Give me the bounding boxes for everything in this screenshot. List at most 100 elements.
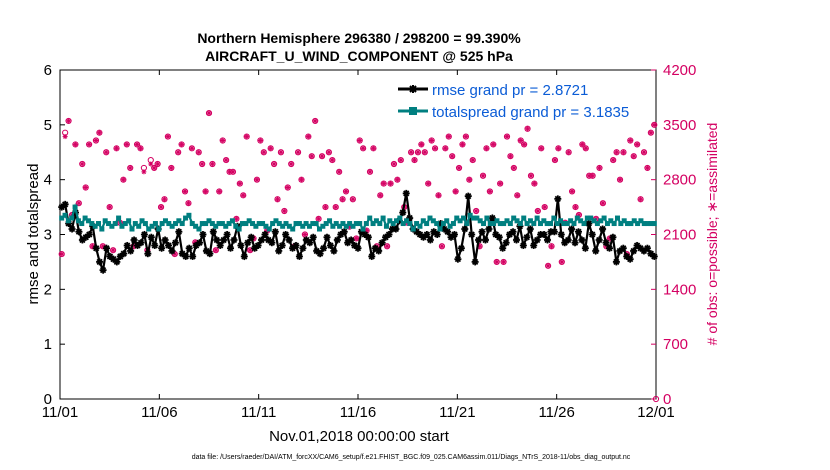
obs-possible-point (545, 262, 552, 269)
obs-possible-point (435, 192, 442, 199)
totalspread-point (507, 221, 513, 227)
rmse-point (103, 244, 111, 252)
rmse-point (568, 225, 576, 233)
totalspread-point (608, 218, 614, 224)
obs-possible-point (236, 180, 243, 187)
totalspread-point (149, 223, 155, 229)
totalspread-point (290, 226, 296, 232)
rmse-point (619, 244, 627, 252)
totalspread-point (581, 221, 587, 227)
totalspread-point (166, 221, 172, 227)
obs-assimilated-point (442, 145, 448, 151)
rmse-point (347, 236, 355, 244)
rmse-point (564, 236, 572, 244)
totalspread-point (424, 221, 430, 227)
right-y-tick-label: 3500 (663, 117, 696, 134)
totalspread-point (129, 226, 135, 232)
rmse-point (481, 236, 489, 244)
rmse-point (292, 241, 300, 249)
totalspread-point (604, 221, 610, 227)
obs-assimilated-point (76, 200, 82, 206)
obs-assimilated-point (281, 208, 287, 214)
obs-possible-point (260, 149, 267, 156)
obs-possible-point (133, 141, 141, 148)
totalspread-point (527, 218, 533, 224)
obs-possible-point (579, 141, 586, 148)
rmse-point (333, 236, 341, 244)
totalspread-point (139, 218, 145, 224)
rmse-point (364, 233, 372, 241)
obs-possible-point (240, 192, 247, 199)
totalspread-point (102, 218, 108, 224)
obs-assimilated-point (370, 145, 376, 151)
rmse-point (433, 231, 441, 238)
totalspread-point (122, 221, 128, 227)
obs-possible-point (120, 176, 127, 183)
rmse-point (399, 209, 407, 217)
totalspread-point (69, 215, 75, 221)
rmse-point (61, 200, 69, 208)
data-file-footer: data file: /Users/raeder/DAI/ATM_forcXX/… (192, 454, 631, 461)
obs-assimilated-point (309, 153, 315, 159)
rmse-point (178, 250, 186, 258)
rmse-point (182, 252, 190, 260)
obs-assimilated-point (216, 188, 222, 194)
rmse-point (557, 231, 565, 238)
right-y-tick-label: 0 (663, 391, 671, 408)
rmse-point (213, 236, 221, 244)
obs-possible-point (507, 153, 514, 160)
totalspread-point (229, 218, 235, 224)
totalspread-point (537, 221, 543, 227)
obs-assimilated-point (459, 141, 465, 147)
obs-assimilated-point (333, 204, 339, 210)
obs-possible-point (267, 145, 274, 152)
obs-assimilated-point (62, 134, 68, 140)
obs-possible-point (510, 164, 517, 172)
obs-assimilated-point (521, 141, 527, 147)
totalspread-point (243, 221, 249, 227)
totalspread-point (544, 221, 550, 227)
rmse-point (499, 244, 507, 252)
rmse-point (523, 233, 531, 241)
rmse-point (168, 247, 176, 255)
rmse-point (144, 250, 152, 258)
obs-possible-point (332, 203, 339, 211)
obs-possible-point (342, 188, 350, 195)
totalspread-point (517, 221, 523, 227)
rmse-point (147, 233, 155, 241)
totalspread-point (363, 221, 369, 227)
totalspread-point (65, 218, 71, 224)
totalspread-point (454, 215, 460, 221)
obs-possible-point (555, 145, 562, 152)
obs-assimilated-point (336, 169, 342, 175)
obs-assimilated-point (377, 192, 383, 198)
obs-possible-point (377, 192, 384, 199)
totalspread-point (377, 221, 383, 227)
totalspread-point (85, 218, 91, 224)
rmse-point (574, 228, 582, 236)
obs-possible-point (181, 188, 189, 195)
rmse-point (540, 231, 548, 238)
obs-assimilated-point (466, 177, 472, 183)
totalspread-point (250, 221, 256, 227)
obs-assimilated-point (391, 161, 397, 167)
x-tick-label: 11/21 (439, 404, 475, 421)
obs-assimilated-point (288, 161, 294, 167)
rmse-point (461, 225, 469, 233)
obs-assimilated-point (381, 181, 387, 187)
obs-possible-point (421, 149, 428, 156)
left-y-axis-label: rmse and totalspread (25, 164, 42, 305)
rmse-point (206, 250, 214, 258)
obs-assimilated-point (141, 169, 147, 175)
obs-assimilated-point (627, 138, 633, 143)
obs-assimilated-point (343, 188, 349, 194)
rmse-point (185, 244, 193, 252)
obs-possible-point (274, 196, 281, 203)
obs-assimilated-point (223, 157, 229, 163)
obs-possible-point (613, 149, 620, 156)
obs-possible-point (486, 188, 493, 195)
obs-assimilated-point (83, 185, 89, 190)
rmse-point (299, 244, 307, 252)
obs-possible-point (411, 156, 418, 164)
obs-possible-point (175, 149, 182, 156)
